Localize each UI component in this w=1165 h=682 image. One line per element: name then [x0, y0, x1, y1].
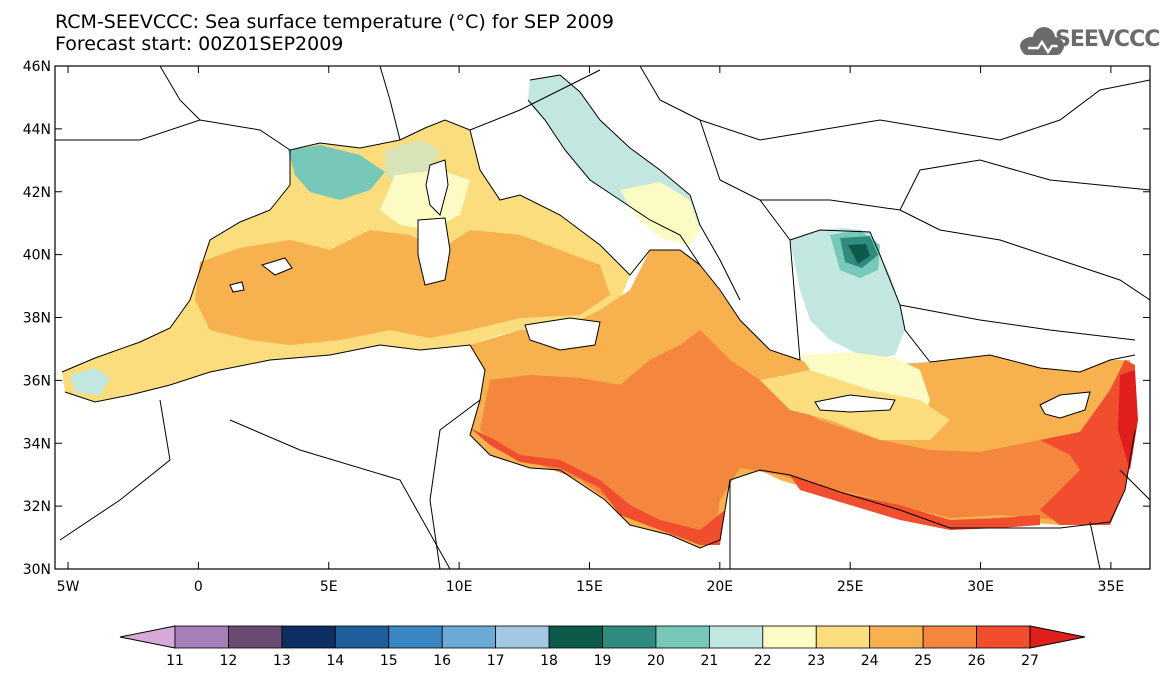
- colorbar-swatch: [281, 625, 336, 649]
- colorbar-label: 12: [220, 653, 238, 669]
- colorbar-swatch: [602, 625, 657, 649]
- colorbar-swatch: [655, 625, 710, 649]
- colorbar-label: 14: [326, 653, 344, 669]
- colorbar-swatch: [228, 625, 283, 649]
- lon-tick-label: 30E: [967, 579, 994, 595]
- sst-levant-south-26: [790, 475, 1040, 530]
- lat-tick-label: 44N: [23, 122, 51, 138]
- lon-tick-label: 35E: [1098, 579, 1125, 595]
- sst-gulf-of-lion: [288, 145, 385, 200]
- lon-tick-label: 25E: [837, 579, 864, 595]
- sst-alboran: [70, 368, 110, 395]
- colorbar-label: 11: [166, 653, 184, 669]
- lat-tick-label: 32N: [23, 499, 51, 515]
- corsica: [425, 159, 449, 216]
- colorbar-swatch: [548, 625, 603, 649]
- map-field: [55, 66, 1150, 569]
- lon-tick-label: 5E: [320, 579, 338, 595]
- lat-tick-label: 36N: [23, 373, 51, 389]
- colorbar-label: 15: [380, 653, 398, 669]
- colorbar-swatch: [174, 625, 229, 649]
- balearic-mallorca: [260, 257, 293, 276]
- map-title: RCM-SEEVCCC: Sea surface temperature (°C…: [55, 11, 614, 33]
- colorbar-swatch: [815, 625, 871, 649]
- colorbar-label: 21: [700, 653, 718, 669]
- colorbar-label: 17: [487, 653, 505, 669]
- colorbar-swatch: [441, 625, 497, 649]
- forecast-start-subtitle: Forecast start: 00Z01SEP2009: [55, 33, 344, 55]
- colorbar-label: 13: [273, 653, 291, 669]
- sst-aegean-core-19: [848, 244, 870, 264]
- cloud-icon: [1020, 27, 1064, 55]
- lat-tick-label: 40N: [23, 248, 51, 264]
- colorbar-label: 25: [914, 653, 932, 669]
- colorbar-label: 24: [861, 653, 879, 669]
- colorbar-label: 18: [540, 653, 558, 669]
- lat-tick-label: 34N: [23, 436, 51, 452]
- colorbar-label: 22: [754, 653, 772, 669]
- sicily: [524, 317, 601, 351]
- colorbar-swatch: [976, 625, 1031, 649]
- lon-tick-label: 0: [194, 579, 203, 595]
- colorbar-label: 27: [1021, 653, 1039, 669]
- islands: [229, 159, 1091, 419]
- sardinia: [417, 217, 451, 286]
- colorbar-min-arrow: [119, 625, 176, 649]
- sst-south-coast-26: [470, 428, 725, 545]
- lon-tick-label: 5W: [57, 579, 80, 595]
- colorbar-max-arrow: [1029, 625, 1086, 649]
- lat-tick-label: 42N: [23, 185, 51, 201]
- lat-tick-label: 38N: [23, 311, 51, 327]
- colorbar-swatch: [388, 625, 443, 649]
- sst-levant-26: [1040, 360, 1135, 525]
- colorbar-label: 20: [647, 653, 665, 669]
- sst-western-inner-24: [195, 230, 610, 345]
- crete: [814, 394, 896, 413]
- colorbar-label: 16: [433, 653, 451, 669]
- lon-tick-label: 15E: [576, 579, 603, 595]
- colorbar-swatch: [708, 625, 764, 649]
- lat-tick-label: 46N: [23, 59, 51, 75]
- sst-ionian-inner: [480, 330, 1125, 540]
- colorbar-label: 26: [968, 653, 986, 669]
- colorbar-swatch: [334, 625, 390, 649]
- coastlines: [55, 66, 1150, 569]
- lon-tick-label: 10E: [446, 579, 473, 595]
- colorbar-swatch: [495, 625, 550, 649]
- axis-ticks: 46N 44N 42N 40N 38N 36N 34N 32N 30N 5W 0 5E 10E 15E 20…: [23, 59, 1150, 595]
- colorbar-swatch: [922, 625, 977, 649]
- colorbar-swatch: [762, 625, 817, 649]
- colorbar-swatch: [869, 625, 924, 649]
- colorbar: 11 12 13 14 15 16 17 18 19 20 21 22 23 24 25 26 27: [119, 625, 1086, 669]
- balearic-ibiza: [229, 281, 245, 293]
- cyprus: [1039, 391, 1091, 419]
- lon-tick-label: 20E: [706, 579, 733, 595]
- lat-tick-label: 30N: [23, 562, 51, 578]
- seevccc-logo-text: SEEVCCC: [1055, 27, 1160, 52]
- colorbar-label: 23: [807, 653, 825, 669]
- colorbar-label: 19: [594, 653, 612, 669]
- sst-adriatic-south: [620, 182, 700, 245]
